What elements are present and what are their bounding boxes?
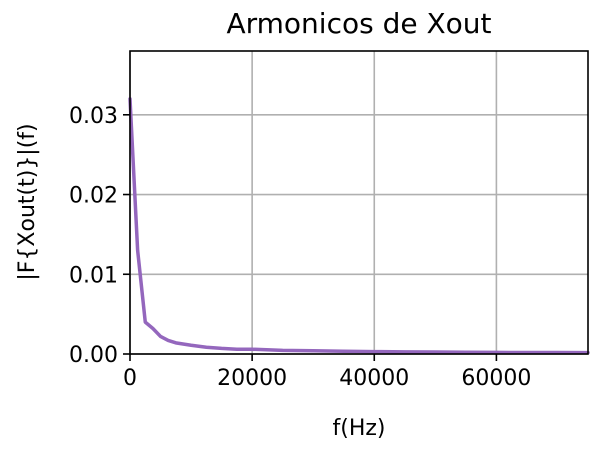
y-tick-label: 0.00 — [69, 343, 118, 368]
y-tick-label: 0.02 — [69, 184, 118, 209]
plot-frame — [129, 50, 589, 355]
series-line — [128, 97, 590, 355]
x-tick-label: 40000 — [339, 366, 409, 391]
x-tick-label: 20000 — [217, 366, 287, 391]
y-axis-label: |F{Xout(t)}|(f) — [15, 123, 40, 280]
x-tick-label: 60000 — [461, 366, 531, 391]
series-layer — [128, 97, 590, 355]
x-axis: 0 20000 40000 60000 — [123, 354, 531, 391]
x-tick-label: 0 — [123, 366, 137, 391]
chart-title: Armonicos de Xout — [226, 7, 491, 40]
y-axis: 0.00 0.01 0.02 0.03 — [69, 104, 130, 368]
x-axis-label: f(Hz) — [332, 416, 385, 441]
y-tick-label: 0.01 — [69, 263, 118, 288]
y-tick-label: 0.03 — [69, 104, 118, 129]
